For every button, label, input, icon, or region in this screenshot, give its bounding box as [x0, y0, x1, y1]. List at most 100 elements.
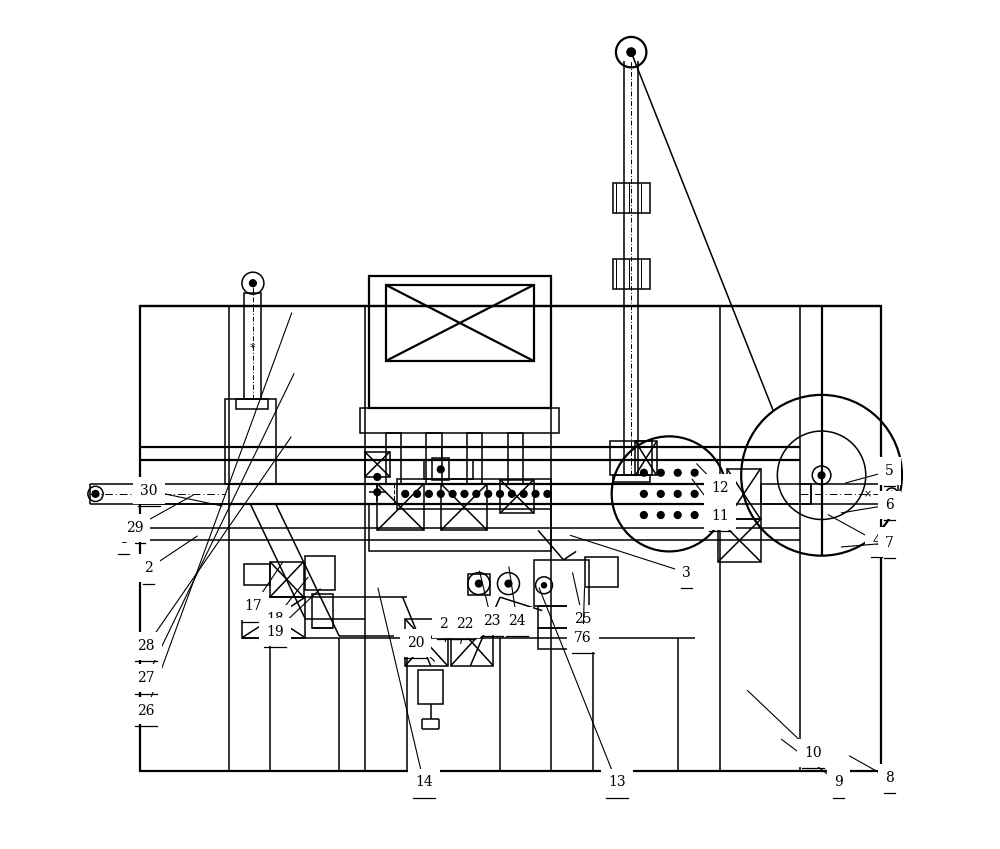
Circle shape: [657, 512, 664, 519]
Bar: [270, 561, 304, 597]
Circle shape: [374, 489, 381, 496]
Circle shape: [889, 492, 894, 497]
Bar: [467, 433, 482, 484]
Bar: [386, 285, 534, 361]
Circle shape: [657, 469, 664, 476]
Bar: [613, 260, 650, 290]
Circle shape: [497, 491, 503, 498]
Bar: [451, 619, 493, 666]
Bar: [405, 619, 448, 666]
Circle shape: [627, 48, 635, 56]
Bar: [360, 408, 559, 433]
Circle shape: [437, 491, 444, 498]
Circle shape: [461, 491, 468, 498]
Text: 18: 18: [266, 612, 284, 626]
Circle shape: [426, 491, 432, 498]
Text: 24: 24: [508, 614, 526, 627]
Bar: [369, 277, 551, 408]
Bar: [727, 469, 761, 520]
Bar: [613, 475, 650, 482]
Bar: [365, 452, 390, 477]
Text: 22: 22: [456, 617, 473, 631]
Circle shape: [691, 512, 698, 519]
Circle shape: [541, 582, 547, 588]
Text: 12: 12: [711, 481, 729, 495]
Bar: [242, 597, 305, 638]
Text: 25: 25: [574, 612, 592, 626]
Text: 11: 11: [711, 509, 729, 523]
Bar: [761, 484, 811, 504]
Bar: [236, 399, 268, 409]
Circle shape: [473, 491, 480, 498]
Text: 4: 4: [872, 534, 881, 548]
Bar: [377, 484, 424, 531]
Bar: [534, 559, 589, 606]
Circle shape: [657, 491, 664, 498]
Circle shape: [485, 491, 492, 498]
Circle shape: [374, 474, 381, 481]
Text: 2: 2: [144, 561, 153, 576]
Circle shape: [250, 280, 256, 287]
Text: 7: 7: [885, 536, 894, 550]
Text: 10: 10: [804, 745, 822, 760]
Circle shape: [475, 580, 482, 587]
Circle shape: [437, 466, 444, 473]
Circle shape: [640, 512, 647, 519]
Bar: [244, 294, 261, 399]
Circle shape: [505, 580, 512, 587]
Bar: [508, 433, 523, 484]
Text: 21: 21: [439, 617, 456, 631]
Circle shape: [508, 491, 515, 498]
Circle shape: [520, 491, 527, 498]
Bar: [500, 480, 534, 514]
Text: 76: 76: [574, 631, 592, 644]
Bar: [424, 460, 473, 479]
Circle shape: [674, 491, 681, 498]
Bar: [418, 670, 443, 704]
Bar: [610, 441, 652, 475]
Text: 26: 26: [138, 704, 155, 717]
Bar: [140, 306, 881, 772]
Text: 30: 30: [140, 483, 158, 498]
Circle shape: [640, 469, 647, 476]
Bar: [585, 557, 618, 587]
Bar: [305, 555, 335, 589]
Circle shape: [640, 491, 647, 498]
Text: *: *: [250, 343, 256, 353]
Text: 19: 19: [266, 625, 284, 638]
Text: ×: ×: [864, 489, 872, 499]
Text: 17: 17: [244, 599, 262, 614]
Bar: [397, 479, 551, 509]
Text: 23: 23: [483, 614, 500, 627]
Circle shape: [691, 469, 698, 476]
Circle shape: [402, 491, 409, 498]
Text: 6: 6: [885, 498, 894, 512]
Bar: [538, 606, 589, 627]
Circle shape: [544, 491, 551, 498]
Text: 1: 1: [119, 531, 128, 546]
Text: 27: 27: [137, 672, 155, 685]
Bar: [635, 441, 657, 475]
Text: 14: 14: [415, 775, 433, 790]
Text: 9: 9: [834, 775, 843, 790]
Text: 5: 5: [885, 464, 894, 478]
Bar: [369, 504, 551, 551]
Text: 3: 3: [682, 565, 691, 580]
Circle shape: [532, 491, 539, 498]
Circle shape: [691, 491, 698, 498]
Bar: [225, 399, 276, 484]
Bar: [386, 433, 401, 484]
Circle shape: [674, 469, 681, 476]
Bar: [312, 593, 333, 627]
Bar: [426, 433, 442, 484]
Text: 8: 8: [885, 771, 894, 785]
Circle shape: [449, 491, 456, 498]
Circle shape: [92, 491, 99, 498]
Circle shape: [674, 512, 681, 519]
Bar: [244, 564, 270, 585]
Text: 13: 13: [608, 775, 626, 790]
Text: 29: 29: [126, 520, 143, 535]
Text: 20: 20: [407, 636, 424, 649]
Bar: [718, 520, 761, 561]
Text: ×: ×: [136, 489, 144, 499]
